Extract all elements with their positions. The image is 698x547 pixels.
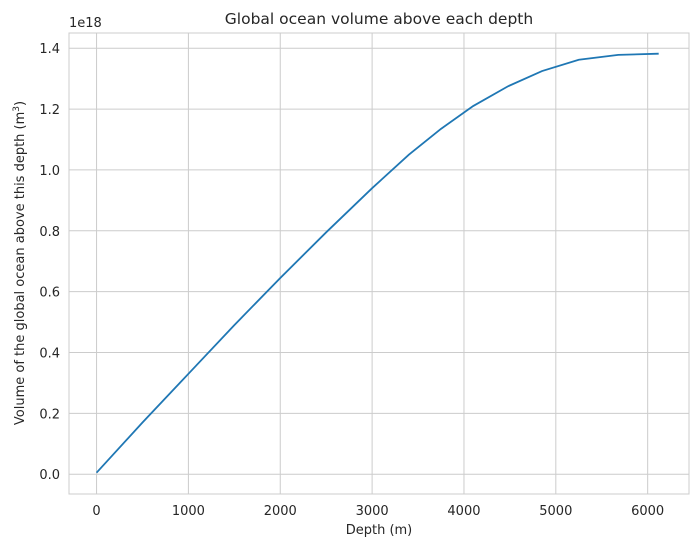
x-tick-label: 4000 xyxy=(447,504,480,519)
y-axis-label-main: Volume of the global ocean above this de… xyxy=(13,112,28,425)
x-tick-label: 0 xyxy=(92,504,100,519)
y-tick-label: 0.8 xyxy=(39,225,60,240)
y-tick-label: 0.2 xyxy=(39,407,60,422)
x-tick-label: 1000 xyxy=(172,504,205,519)
y-tick-label: 1.4 xyxy=(39,42,60,57)
plot-frame xyxy=(68,32,690,495)
y-tick-label: 0.4 xyxy=(39,347,60,362)
x-tick-label: 2000 xyxy=(264,504,297,519)
x-tick-labels: 0 1000 2000 3000 4000 5000 6000 xyxy=(92,504,664,519)
x-tick-label: 3000 xyxy=(356,504,389,519)
grid-layer xyxy=(69,33,689,494)
chart-title: Global ocean volume above each depth xyxy=(225,10,533,28)
y-tick-label: 0.0 xyxy=(39,468,60,483)
y-axis-label: Volume of the global ocean above this de… xyxy=(12,101,28,425)
y-tick-labels: 0.0 0.2 0.4 0.6 0.8 1.0 1.2 1.4 xyxy=(39,42,60,483)
y-tick-label: 1.2 xyxy=(39,103,60,118)
volume-line xyxy=(95,52,659,474)
x-tick-label: 5000 xyxy=(539,504,572,519)
y-tick-label: 0.6 xyxy=(39,286,60,301)
y-axis-label-sup: 3 xyxy=(12,106,22,112)
y-axis-label-end: ) xyxy=(13,101,28,106)
offset-text: 1e18 xyxy=(69,16,102,31)
x-axis-label: Depth (m) xyxy=(346,523,413,538)
x-tick-label: 6000 xyxy=(631,504,664,519)
y-tick-label: 1.0 xyxy=(39,164,60,179)
